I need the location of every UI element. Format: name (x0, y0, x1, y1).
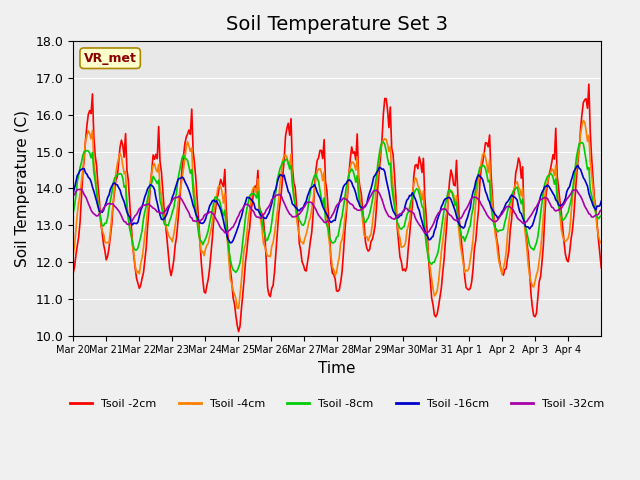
Text: VR_met: VR_met (84, 52, 136, 65)
Tsoil -8cm (232, 270, 240, 276)
Tsoil -16cm (227, 240, 234, 246)
Tsoil -8cm (87, 155, 95, 161)
Tsoil -2cm (596, 251, 604, 257)
X-axis label: Time: Time (319, 361, 356, 376)
Tsoil -2cm (342, 214, 350, 219)
Tsoil -4cm (342, 206, 350, 212)
Tsoil -32cm (421, 230, 429, 236)
Tsoil -4cm (104, 240, 111, 245)
Tsoil -2cm (69, 270, 77, 276)
Tsoil -16cm (104, 195, 111, 201)
Line: Tsoil -8cm: Tsoil -8cm (73, 142, 601, 273)
Tsoil -2cm (104, 253, 111, 259)
Tsoil -32cm (105, 201, 113, 206)
Tsoil -32cm (449, 215, 456, 220)
Tsoil -2cm (525, 267, 533, 273)
Tsoil -4cm (235, 306, 243, 312)
Tsoil -8cm (69, 210, 77, 216)
Tsoil -32cm (69, 193, 77, 199)
Y-axis label: Soil Temperature (C): Soil Temperature (C) (15, 110, 30, 267)
Tsoil -4cm (597, 240, 605, 246)
Tsoil -16cm (69, 190, 77, 196)
Tsoil -16cm (342, 180, 350, 186)
Tsoil -2cm (597, 265, 605, 271)
Legend: Tsoil -2cm, Tsoil -4cm, Tsoil -8cm, Tsoil -16cm, Tsoil -32cm: Tsoil -2cm, Tsoil -4cm, Tsoil -8cm, Tsoi… (65, 394, 609, 413)
Line: Tsoil -2cm: Tsoil -2cm (73, 84, 601, 332)
Tsoil -2cm (87, 110, 95, 116)
Tsoil -8cm (380, 139, 387, 145)
Tsoil -16cm (596, 203, 604, 208)
Tsoil -4cm (69, 252, 77, 258)
Tsoil -2cm (235, 329, 243, 335)
Tsoil -8cm (449, 191, 456, 196)
Tsoil -32cm (596, 208, 604, 214)
Tsoil -2cm (447, 167, 455, 173)
Tsoil -8cm (597, 213, 605, 219)
Line: Tsoil -16cm: Tsoil -16cm (73, 166, 601, 243)
Tsoil -16cm (525, 226, 533, 232)
Tsoil -16cm (447, 197, 455, 203)
Tsoil -32cm (88, 209, 96, 215)
Tsoil -16cm (87, 179, 95, 184)
Tsoil -4cm (525, 273, 533, 278)
Tsoil -16cm (597, 198, 605, 204)
Tsoil -4cm (87, 136, 95, 142)
Tsoil -8cm (342, 185, 350, 191)
Tsoil -32cm (76, 187, 84, 192)
Tsoil -2cm (585, 81, 593, 87)
Tsoil -4cm (447, 188, 455, 193)
Tsoil -16cm (574, 163, 582, 168)
Tsoil -4cm (596, 239, 604, 244)
Tsoil -8cm (596, 214, 604, 219)
Tsoil -32cm (527, 213, 535, 218)
Tsoil -8cm (527, 245, 535, 251)
Tsoil -8cm (104, 215, 111, 220)
Tsoil -32cm (342, 196, 350, 202)
Line: Tsoil -32cm: Tsoil -32cm (73, 190, 601, 233)
Title: Soil Temperature Set 3: Soil Temperature Set 3 (226, 15, 448, 34)
Line: Tsoil -4cm: Tsoil -4cm (73, 120, 601, 309)
Tsoil -32cm (597, 207, 605, 213)
Tsoil -4cm (579, 118, 587, 123)
